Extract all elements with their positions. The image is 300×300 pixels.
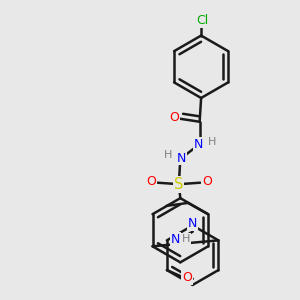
Text: O: O — [202, 175, 212, 188]
Text: O: O — [182, 271, 192, 284]
Text: S: S — [174, 177, 184, 192]
Text: H: H — [182, 234, 190, 244]
Text: Cl: Cl — [196, 14, 209, 27]
Text: H: H — [164, 150, 172, 160]
Text: O: O — [146, 175, 156, 188]
Text: N: N — [176, 152, 186, 164]
Text: H: H — [208, 137, 216, 147]
Text: N: N — [188, 217, 197, 230]
Text: N: N — [170, 233, 180, 246]
Text: N: N — [194, 138, 203, 151]
Text: O: O — [169, 111, 179, 124]
